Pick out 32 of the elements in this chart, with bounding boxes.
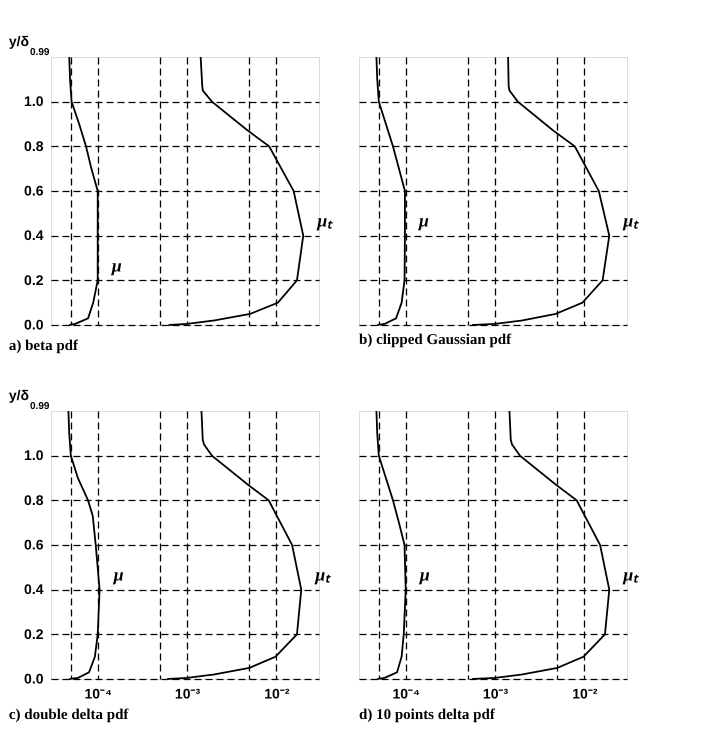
x-tick-label: 10⁻³	[482, 686, 508, 702]
x-tick-label: 10⁻⁴	[84, 686, 112, 702]
text: c) double delta pdf	[8, 707, 130, 723]
x-tick-label: 10⁻²	[572, 686, 598, 702]
x-tick-label: 10⁻³	[174, 686, 200, 702]
series-label: μₜ	[316, 210, 334, 231]
y-tick-label: 0.0	[24, 316, 44, 332]
text: a) beta pdf	[8, 338, 80, 354]
y-tick-label: 0.6	[24, 536, 44, 552]
series-label: μₜ	[622, 564, 640, 585]
y-tick-label: 1.0	[24, 93, 44, 110]
x-tick-label: 10⁻²	[264, 686, 290, 702]
y-tick-label: 1.0	[24, 447, 44, 464]
y-tick-label: 0.6	[24, 182, 44, 198]
series-label: μ	[418, 564, 430, 585]
y-tick-label: 0.0	[24, 670, 44, 686]
series-label: μ	[418, 210, 429, 231]
y-tick-label: 0.4	[24, 581, 44, 598]
y-tick-label: 0.2	[24, 272, 44, 288]
y-tick-label: 0.2	[24, 626, 44, 642]
series-label: μ	[110, 255, 122, 276]
y-axis-title: y/δ0.99	[8, 33, 50, 58]
series-label: μ	[112, 564, 124, 585]
series-label: μₜ	[622, 210, 640, 231]
x-tick-label: 10⁻⁴	[392, 686, 420, 702]
y-tick-label: 0.8	[24, 138, 44, 154]
y-tick-label: 0.8	[24, 492, 44, 508]
y-axis-title: y/δ0.99	[8, 387, 50, 412]
y-tick-label: 0.4	[24, 227, 44, 244]
series-label: μₜ	[314, 564, 332, 585]
text: b) clipped Gaussian pdf	[359, 332, 512, 348]
text: d) 10 points delta pdf	[359, 707, 496, 723]
